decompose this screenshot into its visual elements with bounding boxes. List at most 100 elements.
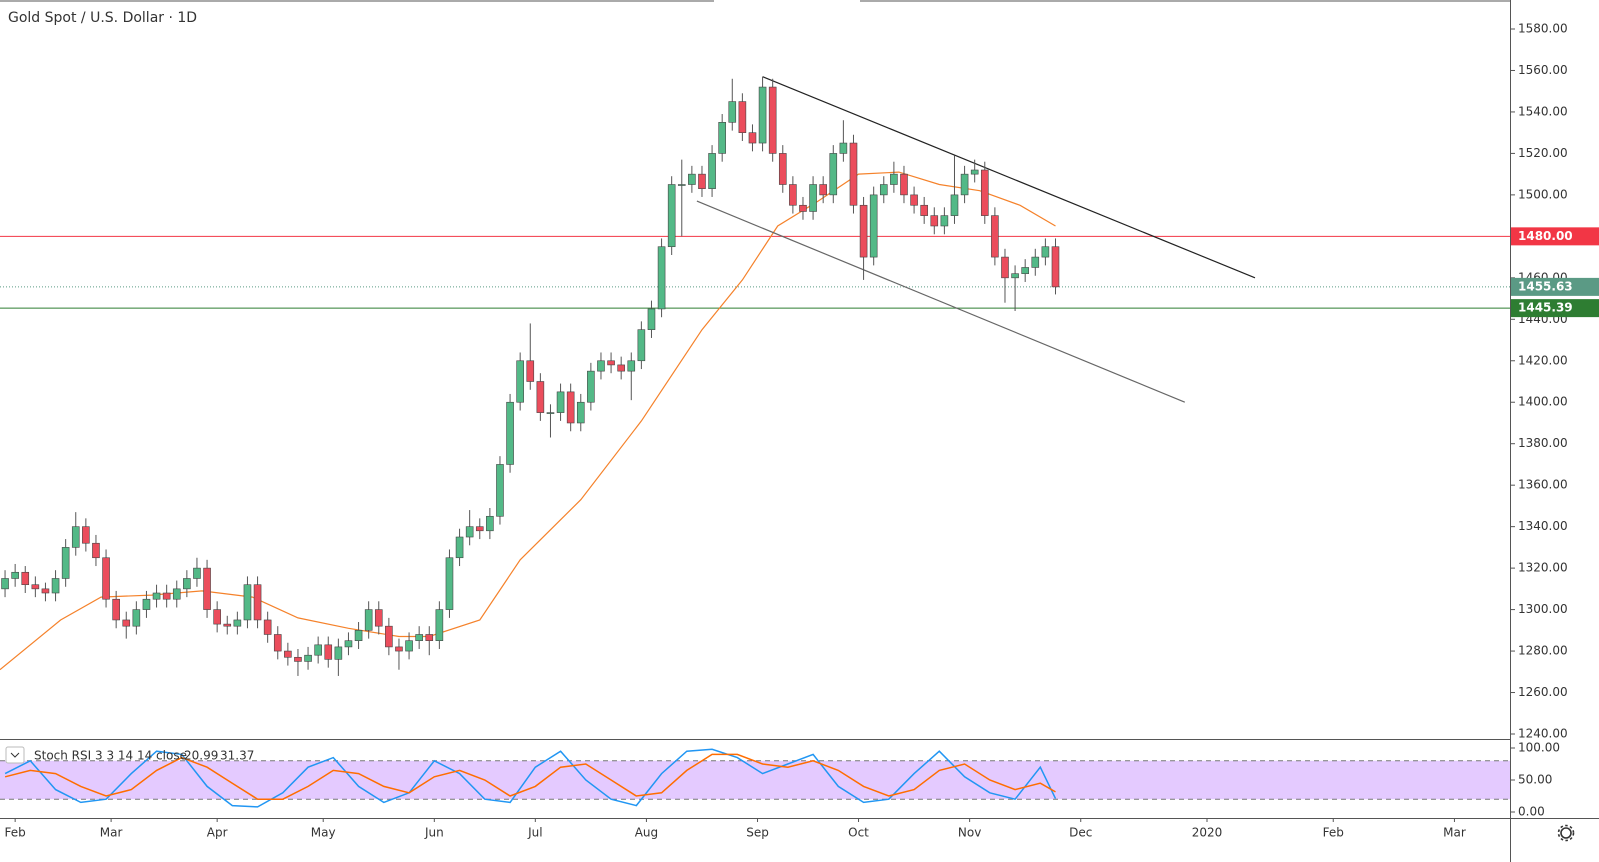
x-tick-label: Jul — [527, 826, 542, 840]
candle-body — [970, 169, 979, 175]
candle-body — [526, 360, 535, 382]
candle-body — [263, 619, 272, 635]
candle-body — [172, 588, 181, 600]
candle-body — [445, 557, 454, 610]
candle-body — [960, 173, 969, 196]
trendline — [762, 76, 1256, 279]
x-tick-label: Dec — [1069, 826, 1092, 840]
candle-body — [637, 329, 646, 362]
candle-body — [718, 122, 726, 154]
y-tick-label: 1320.00 — [1518, 561, 1568, 575]
price-badge-label: 1480.00 — [1518, 229, 1573, 243]
candle-body — [698, 173, 706, 189]
price-badge — [1511, 277, 1599, 296]
candle-body — [657, 246, 666, 310]
candle-body — [688, 173, 696, 185]
candle-body — [758, 86, 767, 144]
candle-body — [385, 625, 393, 648]
candle-body — [61, 547, 70, 579]
candle-body — [415, 634, 423, 641]
x-tick-label: Mar — [1443, 826, 1466, 840]
candle-body — [51, 578, 60, 594]
x-tick-label: 2020 — [1192, 826, 1223, 840]
candle-body — [829, 153, 838, 196]
indicator-name: Stoch RSI 3 3 14 14 close — [34, 749, 187, 763]
candle-body — [980, 169, 989, 216]
price-badge-label: 1455.63 — [1518, 279, 1573, 293]
candle-body — [1, 578, 9, 590]
candle-body — [597, 360, 605, 372]
x-tick-label: Apr — [207, 826, 228, 840]
candle-body — [112, 598, 120, 621]
y-tick-label: 1420.00 — [1518, 353, 1568, 367]
y-tick-label: 50.00 — [1518, 773, 1552, 787]
candle-body — [879, 184, 888, 196]
candle-body — [991, 215, 999, 258]
candle-body — [486, 515, 494, 532]
candle-body — [748, 132, 757, 144]
candle-body — [566, 391, 575, 424]
candle-body — [31, 584, 40, 590]
x-tick-label: Feb — [5, 826, 26, 840]
x-tick-label: Nov — [958, 826, 981, 840]
candle-body — [183, 578, 191, 590]
y-tick-label: 1540.00 — [1518, 104, 1568, 118]
trendline — [696, 200, 1186, 403]
candle-body — [374, 609, 383, 627]
candle-body — [1011, 273, 1019, 279]
y-tick-label: 1280.00 — [1518, 644, 1568, 658]
candle-body — [253, 584, 262, 621]
y-tick-label: 1400.00 — [1518, 395, 1568, 409]
candle-body — [738, 101, 747, 133]
candle-body — [21, 571, 30, 586]
candle-body — [617, 364, 625, 372]
candle-body — [11, 571, 19, 579]
y-tick-label: 100.00 — [1518, 741, 1560, 755]
candle-body — [789, 184, 797, 206]
indicator-line — [4, 753, 1056, 800]
candle-body — [162, 592, 171, 600]
candle-body — [556, 391, 565, 413]
candle-body — [334, 646, 343, 660]
candle-body — [1001, 256, 1009, 279]
settings-icon[interactable] — [1557, 824, 1575, 842]
candle-body — [587, 370, 595, 403]
candle-body — [778, 153, 787, 185]
x-tick-label: Jun — [424, 826, 444, 840]
candle-body — [203, 567, 211, 610]
candle-body — [344, 640, 353, 648]
collapse-button[interactable] — [5, 746, 25, 764]
candle-body — [859, 204, 868, 258]
candle-body — [92, 542, 100, 559]
candle-body — [576, 401, 585, 424]
indicator-d-value: 31.37 — [220, 749, 254, 763]
x-tick-label: Sep — [746, 826, 769, 840]
y-tick-label: 1380.00 — [1518, 436, 1568, 450]
indicator-k-value: 20.99 — [184, 749, 218, 763]
x-tick-label: Aug — [635, 826, 658, 840]
price-badge-label: 1445.39 — [1518, 301, 1573, 315]
candle-body — [869, 194, 878, 258]
candle-body — [364, 609, 373, 631]
candle-body — [284, 650, 292, 658]
price-badge — [1511, 227, 1599, 246]
y-tick-label: 1580.00 — [1518, 22, 1568, 36]
candle-body — [304, 654, 312, 662]
candle-body — [1051, 246, 1060, 288]
x-tick-label: Mar — [100, 826, 123, 840]
x-tick-label: May — [311, 826, 336, 840]
y-tick-label: 1240.00 — [1518, 727, 1568, 741]
candle-body — [496, 464, 504, 517]
candle-body — [425, 634, 434, 641]
candle-body — [677, 184, 686, 186]
candle-body — [607, 360, 615, 366]
candle-body — [395, 646, 403, 652]
candle-body — [1021, 267, 1029, 274]
candle-body — [455, 536, 464, 559]
candle-body — [506, 401, 514, 465]
candle-body — [627, 360, 636, 372]
candle-body — [223, 623, 232, 627]
candle-body — [1041, 246, 1050, 258]
